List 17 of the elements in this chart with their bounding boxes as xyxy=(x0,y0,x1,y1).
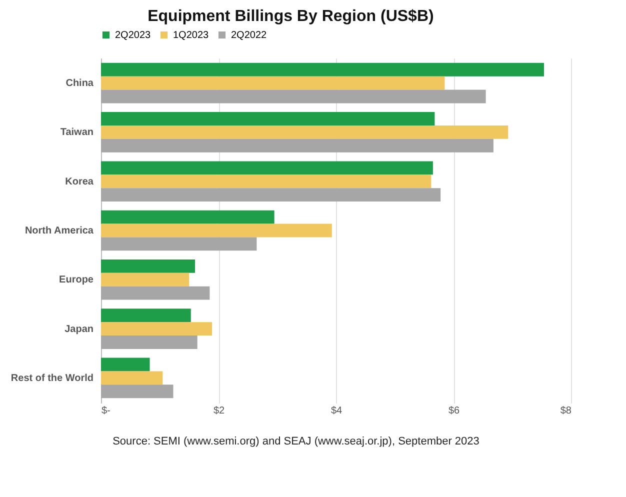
legend-label: 1Q2023 xyxy=(173,30,210,41)
x-tick-label: $- xyxy=(102,406,110,416)
y-tick-label: Taiwan xyxy=(60,127,94,138)
y-tick-label: Rest of the World xyxy=(10,372,94,384)
x-tick-label: $4 xyxy=(330,406,342,416)
x-tick-label: $8 xyxy=(560,406,572,416)
y-tick-label: Japan xyxy=(64,324,94,335)
source-note: Source: SEMI (www.semi.org) and SEAJ (www.seaj.or.jp), September 2023 xyxy=(112,436,480,448)
y-tick-label: Europe xyxy=(59,274,94,286)
y-tick-label: North America xyxy=(24,226,94,236)
legend-label: 2Q2022 xyxy=(231,30,268,41)
y-tick-label: Korea xyxy=(65,176,94,188)
y-tick-label: China xyxy=(66,78,94,90)
x-tick-label: $2 xyxy=(213,406,225,416)
legend-label: 2Q2023 xyxy=(115,30,152,41)
chart-title: Equipment Billings By Region (US$B) xyxy=(148,8,434,25)
x-tick-label: $6 xyxy=(448,406,460,416)
